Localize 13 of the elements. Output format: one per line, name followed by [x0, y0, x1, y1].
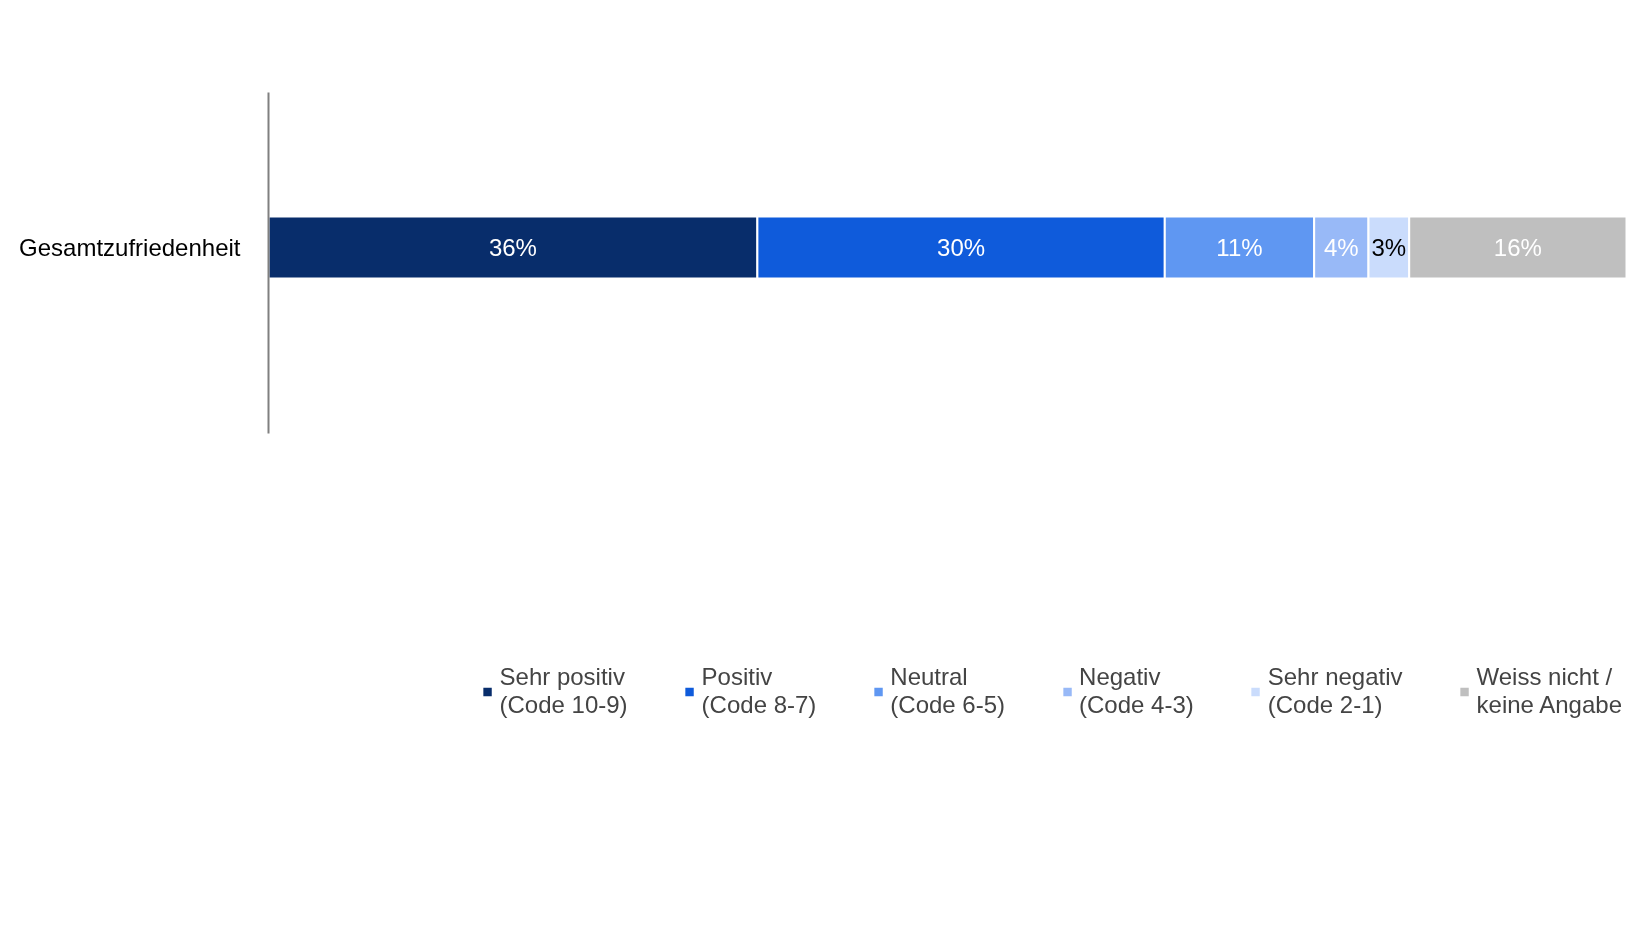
legend-label: Negativ (Code 4-3) [1079, 663, 1194, 719]
legend-label: Neutral (Code 6-5) [890, 663, 1006, 719]
data-label: 11% [1216, 234, 1263, 261]
legend-label: Weiss nicht / keine Angabe [1476, 663, 1622, 719]
data-label: 30% [937, 234, 986, 261]
data-label: 4% [1323, 234, 1359, 261]
y-tick-label: Gesamtzufriedenheit [19, 234, 241, 261]
legend-label: Positiv (Code 8-7) [701, 663, 817, 719]
data-label: 16% [1493, 234, 1542, 261]
legend-label: Sehr negativ (Code 2-1) [1267, 663, 1403, 719]
data-label: 3% [1371, 234, 1407, 261]
data-label: 36% [488, 234, 537, 261]
legend-label: Sehr positiv (Code 10-9) [499, 663, 628, 719]
